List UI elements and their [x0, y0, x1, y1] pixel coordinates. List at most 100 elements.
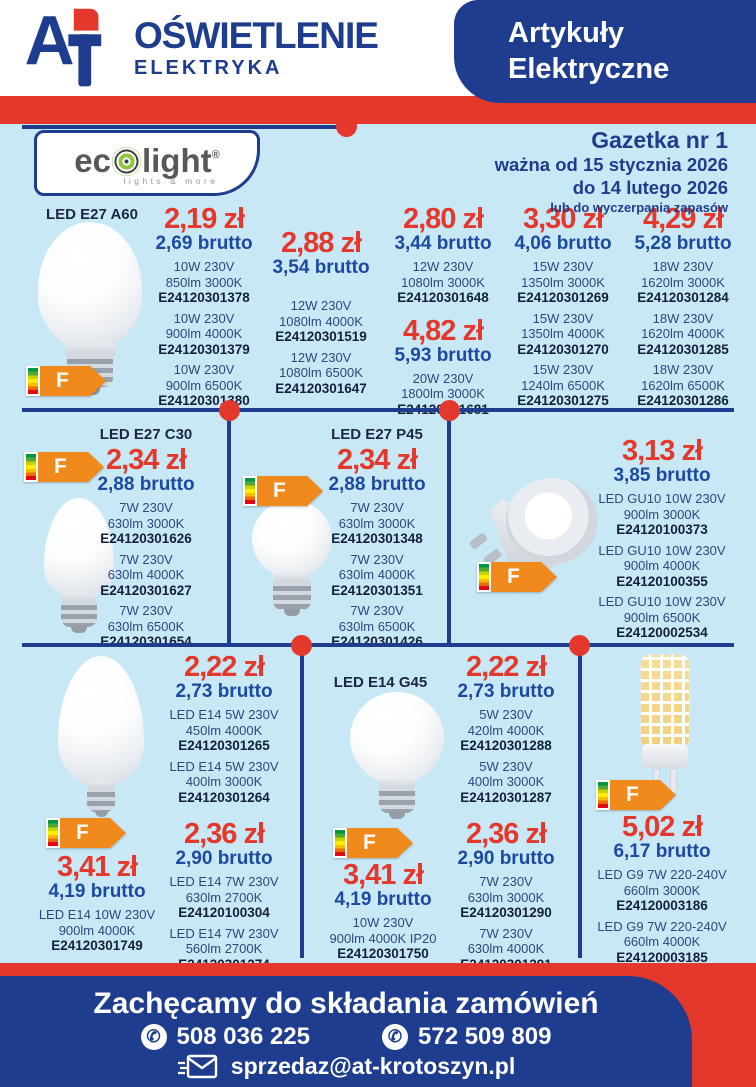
product-title-p45: LED E27 P45	[331, 426, 423, 443]
spec-list: 7W 230V 630lm 3000K E24120301626 7W 230V…	[70, 500, 222, 650]
spec-code: E24120100304	[178, 905, 270, 920]
energy-class-letter: F	[40, 366, 106, 396]
spec-group: LED GU10 10W 230V 900lm 6500K E241200025…	[583, 594, 741, 641]
spec-group: 18W 230V 1620lm 6500K E24120301286	[622, 362, 744, 409]
energy-label-c30: F	[24, 452, 104, 482]
spec-line: LED E14 5W 230V	[169, 758, 279, 774]
spec-list: LED E14 5W 230V 450lm 4000K E24120301265…	[154, 707, 294, 805]
offer-e14-5w: 2,22 zł 2,73 brutto LED E14 5W 230V 450l…	[154, 652, 294, 805]
product-title-c30: LED E27 C30	[99, 426, 193, 443]
phone-number: 508 036 225	[176, 1023, 310, 1050]
spec-line: 1350lm 4000K	[521, 326, 605, 341]
energy-class-letter: F	[610, 780, 676, 810]
spec-line: 400lm 3000K	[185, 774, 263, 789]
svg-text:A: A	[26, 6, 75, 79]
divider-dot	[219, 400, 240, 421]
offer-g45-7w: 2,36 zł 2,90 brutto 7W 230V 630lm 3000K …	[436, 819, 576, 972]
spec-line: 15W 230V	[532, 310, 594, 326]
spec-line: LED E14 5W 230V	[169, 707, 279, 722]
spec-line: 12W 230V	[412, 259, 474, 274]
spec-list: 5W 230V 420lm 4000K E24120301288 5W 230V…	[436, 707, 576, 805]
price-net: 3,30 zł	[522, 203, 604, 235]
spec-line: 7W 230V	[350, 551, 404, 567]
product-title-a60: LED E27 A60	[46, 206, 138, 223]
spec-group: 10W 230V 900lm 4000K E24120301379	[136, 311, 272, 358]
spec-group: 12W 230V 1080lm 3000K E24120301648	[378, 259, 508, 306]
price-gross: 6,17 brutto	[613, 841, 711, 862]
energy-class-letter: F	[347, 828, 413, 858]
offer-a60-15w: 3,30 zł 4,06 brutto 15W 230V 1350lm 3000…	[500, 204, 626, 409]
spec-line: 18W 230V	[652, 310, 714, 326]
offer-g45-5w: 2,22 zł 2,73 brutto 5W 230V 420lm 4000K …	[436, 652, 576, 805]
spec-group: LED E14 5W 230V 450lm 4000K E24120301265	[154, 707, 294, 754]
offer-a60-12w-3000k: 2,80 zł 3,44 brutto 12W 230V 1080lm 3000…	[378, 204, 508, 306]
supplier-logo-text: ec light®	[37, 137, 257, 179]
spec-line: 630lm 4000K	[467, 941, 545, 956]
spec-code: E24120100355	[616, 573, 708, 589]
spec-list: 12W 230V 1080lm 4000K E24120301519 12W 2…	[258, 298, 384, 396]
divider-dot	[336, 116, 357, 137]
gazette-title: Gazetka nr 1	[591, 127, 728, 153]
price-net: 2,34 zł	[105, 444, 187, 476]
price-gross: 2,90 brutto	[457, 848, 555, 869]
spec-line: 18W 230V	[652, 362, 714, 377]
spec-line: 1240lm 6500K	[521, 377, 605, 393]
spec-code: E24120301648	[397, 290, 489, 305]
spec-line: 10W 230V	[173, 259, 235, 274]
email-contact[interactable]: sprzedaz@at-krotoszyn.pl	[0, 1053, 692, 1080]
divider-col-row2-b	[447, 410, 451, 645]
footer-panel: Zachęcamy do składania zamówień ✆ 508 03…	[0, 976, 692, 1087]
spec-line: 12W 230V	[290, 349, 352, 365]
phone-icon: ✆	[382, 1024, 408, 1050]
price-gross: 2,88 brutto	[97, 474, 195, 495]
spec-code: E24120301287	[460, 789, 552, 805]
registered-mark: ®	[211, 149, 220, 161]
footer-heading: Zachęcamy do składania zamówień	[93, 987, 599, 1020]
spec-group: 5W 230V 400lm 3000K E24120301287	[436, 759, 576, 806]
company-name: OŚWIETLENIE	[134, 15, 379, 56]
divider-dot	[569, 635, 590, 656]
spec-group: LED E14 10W 230V 900lm 4000K E2412030174…	[28, 907, 166, 954]
g45-bulb-image	[348, 692, 446, 819]
price-net: 2,36 zł	[183, 818, 265, 850]
spec-list: 18W 230V 1620lm 3000K E24120301284 18W 2…	[622, 259, 744, 409]
price-net: 4,29 zł	[642, 203, 724, 235]
spec-line: 5W 230V	[479, 758, 533, 774]
spec-group: 12W 230V 1080lm 6500K E24120301647	[258, 350, 384, 397]
spec-group: 7W 230V 630lm 4000K E24120301627	[70, 552, 222, 599]
spec-line: 660lm 4000K	[623, 934, 701, 949]
price-gross: 3,54 brutto	[272, 257, 370, 278]
offer-a60-18w: 4,29 zł 5,28 brutto 18W 230V 1620lm 3000…	[622, 204, 744, 409]
company-subtitle: ELEKTRYKA	[134, 57, 283, 79]
offer-g45-10w: 3,41 zł 4,19 brutto 10W 230V 900lm 4000K…	[312, 860, 454, 962]
energy-scale-icon	[333, 828, 347, 858]
gazette-valid-to: do 14 lutego 2026	[572, 177, 728, 198]
e14-candle-bulb-image	[56, 656, 146, 817]
energy-label-g45: F	[333, 828, 413, 858]
p45-bulb-image	[250, 500, 334, 616]
spec-line: 10W 230V	[352, 915, 414, 930]
spec-group: 10W 230V 850lm 3000K E24120301378	[136, 259, 272, 306]
email-icon	[177, 1054, 217, 1078]
spec-group: LED G9 7W 220-240V 660lm 4000K E24120003…	[586, 919, 738, 966]
spec-code: E24120301264	[178, 789, 270, 805]
gu10-bulb-image	[466, 476, 606, 586]
spec-line: 630lm 6500K	[107, 618, 185, 634]
spec-list: LED E14 10W 230V 900lm 4000K E2412030174…	[28, 907, 166, 954]
spec-line: 7W 230V	[479, 874, 533, 889]
spec-line: 7W 230V	[479, 925, 533, 941]
phone-contact-1[interactable]: ✆ 508 036 225	[140, 1023, 310, 1051]
spec-code: E24120301647	[275, 380, 367, 396]
spec-code: E24120301654	[100, 634, 192, 649]
spec-line: 900lm 6500K	[165, 377, 243, 393]
spec-line: 630lm 3000K	[338, 515, 416, 531]
spec-line: LED E14 7W 230V	[169, 874, 279, 889]
phone-contact-2[interactable]: ✆ 572 509 809	[382, 1023, 551, 1051]
banner-line2: Elektryczne	[508, 53, 670, 85]
spec-line: 15W 230V	[532, 362, 594, 377]
energy-label-a60: F	[26, 366, 106, 396]
spec-code: E24120301288	[460, 738, 552, 753]
energy-scale-icon	[46, 818, 60, 848]
spec-code: E24120301285	[637, 341, 729, 357]
